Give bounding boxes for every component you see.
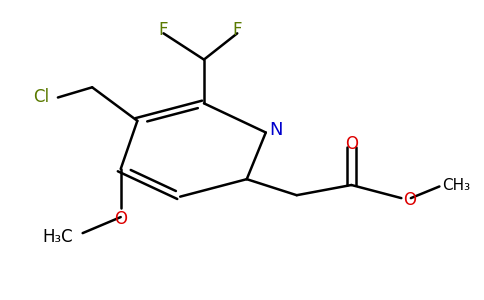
Text: N: N	[270, 121, 283, 139]
Text: F: F	[159, 21, 168, 39]
Text: O: O	[403, 190, 416, 208]
Text: Cl: Cl	[33, 88, 49, 106]
Text: H₃C: H₃C	[43, 229, 73, 247]
Text: O: O	[114, 210, 127, 228]
Text: CH₃: CH₃	[442, 178, 470, 193]
Text: F: F	[232, 21, 242, 39]
Text: O: O	[345, 135, 358, 153]
